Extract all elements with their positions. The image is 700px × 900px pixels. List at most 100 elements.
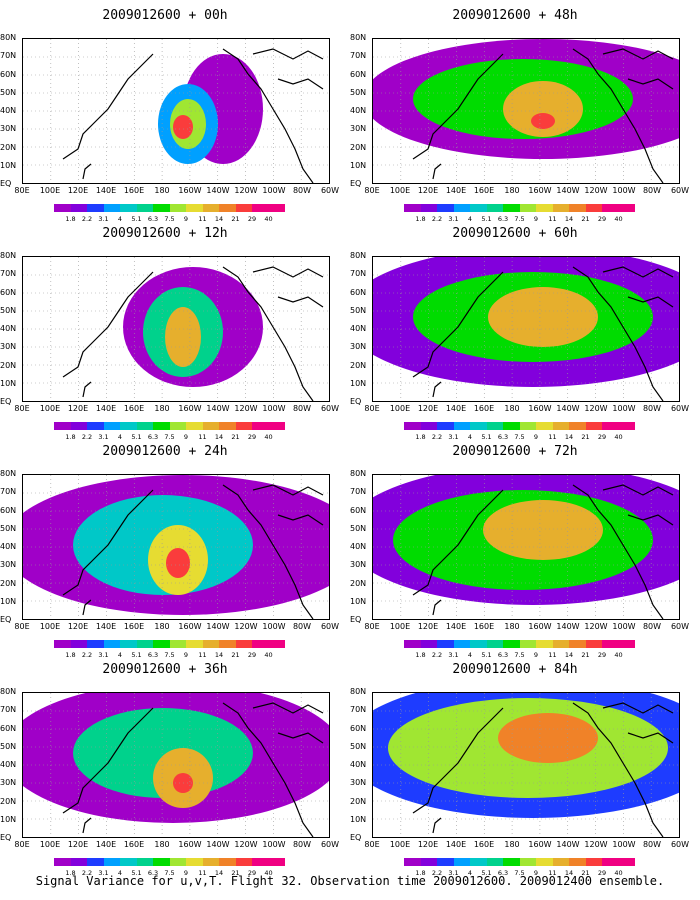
longitude-tick-label: 160W (528, 186, 552, 195)
colorbar-label: 14 (214, 215, 224, 223)
longitude-tick-label: 120W (584, 186, 608, 195)
colorbar-swatch (235, 858, 252, 866)
coastline (222, 702, 314, 837)
longitude-tick-label: 100E (389, 404, 411, 413)
latitude-tick-label: 70N (350, 487, 367, 497)
colorbar-label: 5.1 (481, 215, 492, 223)
longitude-tick-label: 160E (123, 404, 145, 413)
colorbar-swatch (503, 858, 520, 866)
colorbar-label: 7.5 (514, 651, 525, 659)
map-panel: 2009012600 + 84h 80N 70N 60N 50N 40N 30N 20N 10N… (350, 662, 689, 877)
colorbar-swatch (186, 204, 203, 212)
colorbar-label: 9 (533, 651, 539, 659)
colorbar-label: 1.8 (65, 651, 76, 659)
colorbar-swatch (569, 640, 586, 648)
colorbar-swatch (470, 858, 487, 866)
latitude-tick-label: 20N (0, 360, 17, 370)
latitude-tick-label: 20N (0, 796, 17, 806)
colorbar-swatch (536, 422, 553, 430)
latitude-tick-label: EQ (350, 179, 362, 188)
colorbar-label: 9 (183, 651, 189, 659)
colorbar-swatch (470, 640, 487, 648)
colorbar-label: 11 (548, 651, 557, 659)
map-plot (372, 38, 680, 184)
variance-field (373, 39, 679, 183)
colorbar (404, 858, 635, 866)
coastline (252, 702, 324, 714)
colorbar-swatch (103, 204, 120, 212)
colorbar-label: 6.3 (497, 869, 509, 877)
latitude-tick-label: 50N (0, 87, 17, 97)
colorbar-swatch (268, 640, 285, 648)
colorbar-swatch (602, 204, 619, 212)
colorbar-swatch (404, 858, 421, 866)
longitude-tick-label: 80E (364, 404, 380, 413)
longitude-tick-label: 140E (445, 186, 467, 195)
longitude-tick-label: 120W (584, 404, 608, 413)
colorbar-swatch (252, 204, 269, 212)
latitude-tick-label: 50N (0, 305, 17, 315)
latitude-tick-label: 60N (350, 505, 367, 515)
colorbar-swatch (618, 204, 635, 212)
colorbar-label: 29 (597, 651, 607, 659)
colorbar-label: 40 (264, 651, 273, 659)
latitude-tick-label: 30N (0, 342, 17, 352)
colorbar-swatch (536, 204, 553, 212)
colorbar-label: 1.8 (65, 433, 76, 441)
longitude-tick-label: 80E (14, 622, 30, 631)
longitude-tick-label: 160E (473, 840, 495, 849)
colorbar-swatch (552, 204, 569, 212)
colorbar-label: 7.5 (514, 433, 525, 441)
colorbar-label: 29 (247, 651, 257, 659)
colorbar-swatch (420, 422, 437, 430)
colorbar-label: 3.1 (448, 433, 459, 441)
colorbar-label: 4 (467, 869, 473, 877)
longitude-tick-label: 180 (504, 622, 520, 631)
colorbar-label: 11 (198, 215, 207, 223)
colorbar-swatch (486, 640, 503, 648)
longitude-tick-label: 160W (528, 840, 552, 849)
latitude-tick-label: 40N (0, 106, 17, 115)
colorbar-swatch (235, 640, 252, 648)
colorbar-label: 2.2 (431, 651, 443, 659)
colorbar-swatch (235, 204, 252, 212)
longitude-tick-label: 80E (364, 186, 380, 195)
colorbar-label: 21 (581, 869, 590, 877)
longitude-tick-label: 120W (234, 186, 258, 195)
longitude-tick-label: 160W (528, 622, 552, 631)
longitude-tick-label: 180 (504, 404, 520, 413)
colorbar (54, 858, 285, 866)
colorbar-swatch (136, 640, 153, 648)
coastline (82, 599, 92, 616)
latitude-tick-label: 20N (0, 578, 17, 588)
longitude-tick-label: 100W (612, 622, 636, 631)
coastline (252, 484, 324, 496)
colorbar-swatch (453, 640, 470, 648)
colorbar-swatch (120, 204, 137, 212)
colorbar-swatch (602, 640, 619, 648)
latitude-tick-label: 40N (0, 542, 17, 551)
longitude-tick-label: 160E (123, 840, 145, 849)
colorbar-swatch (618, 640, 635, 648)
longitude-tick-label: 120E (67, 622, 89, 631)
colorbar-swatch (585, 422, 602, 430)
colorbar-label: 4 (467, 433, 473, 441)
colorbar-swatch (252, 422, 269, 430)
colorbar-label: 21 (581, 215, 590, 223)
colorbar-swatch (536, 640, 553, 648)
colorbar-label: 5.1 (481, 869, 492, 877)
longitude-tick-label: 60W (320, 840, 340, 849)
longitude-tick-label: 140E (445, 622, 467, 631)
longitude-tick-label: 60W (670, 186, 690, 195)
colorbar-swatch (503, 422, 520, 430)
longitude-tick-label: 100E (39, 840, 61, 849)
colorbar-label: 11 (548, 215, 557, 223)
coastline (62, 489, 154, 596)
longitude-tick-label: 80E (14, 840, 30, 849)
coastline (602, 702, 674, 714)
longitude-tick-label: 100W (262, 186, 286, 195)
longitude-tick-label: 160W (178, 404, 202, 413)
map-panel: 2009012600 + 12h 80N 70N 60N 50N 40N 30N 20N 10N… (0, 226, 339, 441)
colorbar-swatch (420, 204, 437, 212)
longitude-tick-label: 140W (206, 840, 230, 849)
